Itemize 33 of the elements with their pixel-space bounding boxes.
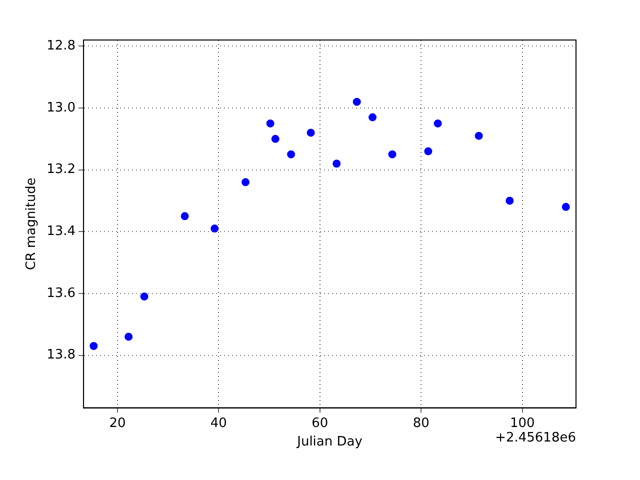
y-tick-label: 13.2 — [46, 162, 76, 178]
text: +2.45618e6 — [495, 430, 576, 446]
point — [140, 292, 148, 301]
point — [332, 160, 341, 168]
point — [562, 202, 570, 211]
point — [474, 132, 483, 140]
y-axis-title: CR magnitude — [24, 178, 40, 270]
point — [271, 134, 280, 143]
point — [368, 113, 377, 122]
point — [424, 147, 432, 156]
point — [352, 98, 361, 106]
x-tick-label: 80 — [412, 416, 430, 431]
point — [210, 224, 219, 233]
point — [306, 128, 315, 137]
y-tick-label: 13.0 — [46, 100, 76, 116]
point — [90, 342, 98, 350]
point — [434, 119, 442, 128]
point — [180, 212, 189, 220]
point — [388, 150, 396, 158]
point — [124, 332, 133, 341]
x-tick-label: 100 — [510, 416, 535, 431]
x-tick-label: 20 — [109, 416, 126, 431]
x-tick-label: 60 — [312, 416, 328, 431]
x-tick-label: 40 — [210, 416, 227, 431]
point — [266, 119, 274, 128]
y-tick-label: 13.6 — [46, 286, 76, 301]
y-tick-label: 12.8 — [46, 38, 76, 54]
x-axis-title: Julian Day — [296, 434, 363, 450]
y-tick-label: 13.4 — [46, 224, 76, 239]
point — [287, 150, 296, 158]
point — [242, 178, 250, 186]
y-tick-label: 13.8 — [46, 348, 76, 363]
point — [506, 196, 514, 205]
